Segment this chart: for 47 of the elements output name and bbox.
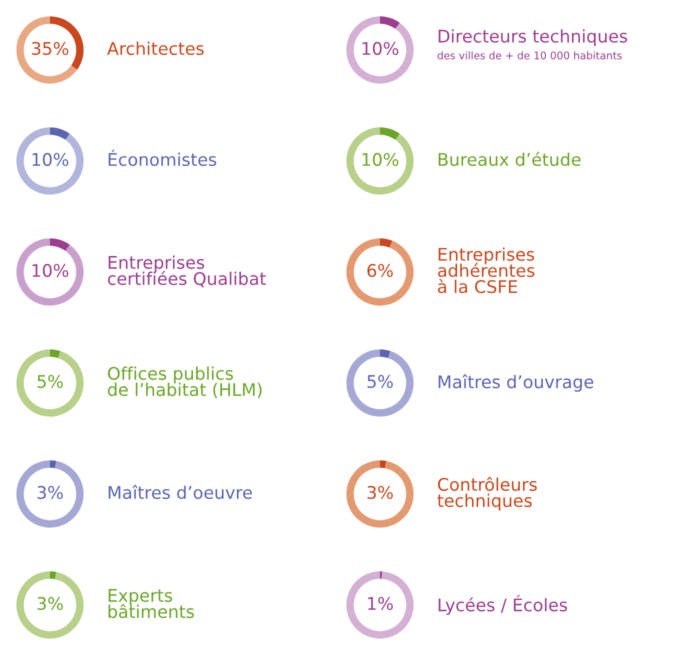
data-label: 5% (38, 374, 63, 388)
donut-slice (16, 238, 84, 306)
text: Bureaux d’étude (438, 152, 581, 166)
donut-slice (380, 460, 386, 468)
data-label: 3% (368, 486, 393, 500)
text: des villes de + de 10 000 habitants (438, 51, 622, 60)
donut-slice (380, 238, 392, 248)
data-label: 3% (38, 486, 63, 500)
text: Économistes (108, 150, 216, 166)
donut-slice (50, 349, 60, 358)
donut-slice (16, 16, 78, 84)
donut-slice (50, 571, 56, 580)
donut-slice (346, 571, 414, 639)
data-label: 3% (38, 596, 63, 610)
text: Maîtres d’ouvrage (438, 374, 594, 392)
text: Offices publics de l’habitat (HLM) (108, 366, 262, 398)
donut-slice (346, 238, 414, 306)
donut-slice (346, 349, 414, 417)
text: Maîtres d’oeuvre (108, 484, 252, 500)
data-label: 10% (32, 264, 68, 278)
data-label: 1% (368, 596, 393, 610)
text: Entreprises adhérentes à la CSFE (438, 247, 534, 294)
donut-slice (346, 460, 414, 528)
text: Contrôleurs techniques (437, 476, 537, 510)
data-label: 10% (32, 152, 68, 166)
donut-slice (346, 16, 414, 84)
text: Directeurs techniques (438, 29, 628, 46)
donut-slice (16, 460, 84, 528)
donut-slice (16, 571, 84, 639)
donut-slice (380, 127, 400, 140)
donut-slice (346, 127, 414, 195)
donut-slice (380, 349, 390, 358)
data-label: 6% (367, 264, 393, 278)
donut-slice (380, 16, 400, 29)
donut-slice (50, 460, 56, 468)
text: Lycées / Écoles (438, 595, 568, 615)
data-label: 10% (362, 42, 398, 56)
donut-slice (50, 238, 70, 251)
data-label: 5% (368, 374, 393, 388)
donut-slice (50, 127, 70, 140)
data-label: 35% (32, 42, 68, 56)
donut-slice (16, 127, 84, 195)
data-label: 10% (362, 152, 398, 166)
text: Entreprises certifiées Qualibat (108, 256, 266, 288)
text: Experts bâtiments (108, 589, 194, 618)
donut-slice (16, 349, 84, 417)
text: Architectes (107, 42, 204, 56)
